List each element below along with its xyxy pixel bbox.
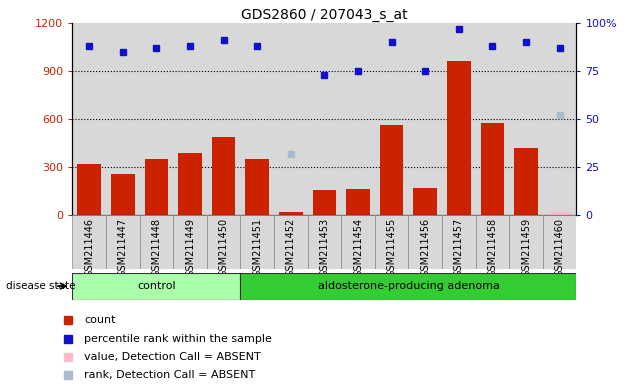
Bar [274,215,307,269]
Text: GSM211454: GSM211454 [353,218,363,277]
Bar [178,154,202,215]
Bar [380,125,403,215]
Text: aldosterone-producing adenoma: aldosterone-producing adenoma [318,281,500,291]
Text: GSM211449: GSM211449 [185,218,195,277]
Bar [341,215,375,269]
Text: GSM211447: GSM211447 [118,218,128,277]
Bar [346,189,370,215]
Bar [481,123,504,215]
Bar [72,215,106,269]
Text: GSM211457: GSM211457 [454,218,464,277]
Bar [207,215,241,269]
Bar [312,190,336,215]
Text: GSM211458: GSM211458 [488,218,498,277]
Bar [246,159,269,215]
Bar [140,215,173,269]
Title: GDS2860 / 207043_s_at: GDS2860 / 207043_s_at [241,8,408,22]
Bar [279,212,302,215]
Bar [212,137,236,215]
Bar [173,215,207,269]
Text: GSM211453: GSM211453 [319,218,329,277]
Bar [447,61,471,215]
Bar [442,215,476,269]
Text: control: control [137,281,176,291]
Text: value, Detection Call = ABSENT: value, Detection Call = ABSENT [84,352,261,362]
Bar [241,273,576,300]
Bar [111,174,135,215]
Bar [72,273,241,300]
Text: GSM211455: GSM211455 [387,218,397,277]
Text: GSM211450: GSM211450 [219,218,229,277]
Text: GSM211456: GSM211456 [420,218,430,277]
Text: GSM211448: GSM211448 [151,218,161,277]
Bar [476,215,509,269]
Text: GSM211451: GSM211451 [252,218,262,277]
Text: disease state: disease state [6,281,76,291]
Text: GSM211460: GSM211460 [554,218,564,277]
Text: rank, Detection Call = ABSENT: rank, Detection Call = ABSENT [84,370,256,380]
Bar [408,215,442,269]
Text: GSM211446: GSM211446 [84,218,94,277]
Bar [307,215,341,269]
Bar [77,164,101,215]
Bar [413,188,437,215]
Bar [548,212,571,215]
Text: GSM211459: GSM211459 [521,218,531,277]
Bar [509,215,543,269]
Bar [106,215,140,269]
Bar [241,215,274,269]
Bar [375,215,408,269]
Text: count: count [84,315,116,325]
Text: percentile rank within the sample: percentile rank within the sample [84,334,272,344]
Bar [543,215,576,269]
Text: GSM211452: GSM211452 [286,218,296,277]
Bar [145,159,168,215]
Bar [514,148,538,215]
